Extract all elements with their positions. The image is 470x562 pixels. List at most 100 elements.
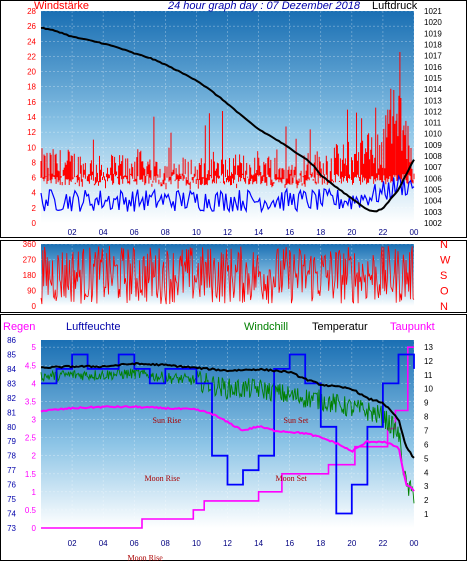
x-tick-3-5: 12 <box>223 539 232 548</box>
right-tick-8: 1010 <box>424 130 442 139</box>
dir-tick-2: 180 <box>23 271 37 280</box>
temp-tick-0: 1 <box>424 510 429 519</box>
left-tick-12: 24 <box>27 37 36 46</box>
windrichtung-line <box>40 245 415 305</box>
right-tick-12: 1014 <box>424 85 442 94</box>
panel-1-left-label: Windstärke <box>34 0 89 12</box>
left-tick-13: 26 <box>27 22 36 31</box>
legend-temperatur: Temperatur <box>312 321 368 333</box>
x-tick-1-2: 06 <box>130 228 139 237</box>
regen-tick-9: 4.5 <box>25 361 37 370</box>
humidity-tick-13: 86 <box>7 336 16 345</box>
dir-label-4: N <box>440 301 448 313</box>
luftfeuchte-line <box>41 353 415 515</box>
left-tick-5: 10 <box>27 143 36 152</box>
x-tick-3-0: 02 <box>68 539 77 548</box>
left-tick-3: 6 <box>32 174 37 183</box>
temp-tick-4: 5 <box>424 454 429 463</box>
temp-tick-5: 6 <box>424 440 429 449</box>
x-tick-3-11: 00 <box>410 539 419 548</box>
right-tick-0: 1002 <box>424 219 442 228</box>
annotation-0: Sun Rise <box>153 416 182 425</box>
dir-tick-4: 360 <box>23 240 37 249</box>
left-tick-4: 8 <box>32 158 37 167</box>
right-tick-13: 1015 <box>424 74 442 83</box>
x-tick-1-9: 20 <box>347 228 356 237</box>
annotation-1: Moon Rise <box>145 474 181 483</box>
humidity-tick-2: 75 <box>7 495 16 504</box>
annotation-3: Moon Set <box>276 474 308 483</box>
right-tick-3: 1005 <box>424 186 442 195</box>
dir-label-2: S <box>440 270 447 282</box>
humidity-tick-3: 76 <box>7 481 16 490</box>
left-tick-10: 20 <box>27 68 36 77</box>
left-tick-7: 14 <box>27 113 36 122</box>
legend-taupunkt: Taupunkt <box>390 321 435 333</box>
left-tick-2: 4 <box>32 189 37 198</box>
temp-tick-11: 12 <box>424 357 433 366</box>
x-tick-1-5: 12 <box>223 228 232 237</box>
left-tick-0: 0 <box>32 219 37 228</box>
left-tick-1: 2 <box>32 204 37 213</box>
windstaerke-avg-line <box>40 174 415 214</box>
left-tick-9: 18 <box>27 83 36 92</box>
humidity-tick-12: 85 <box>7 350 16 359</box>
panel-1-series <box>40 26 415 214</box>
luftdruck-line <box>40 26 415 213</box>
regen-tick-10: 5 <box>32 343 37 352</box>
right-tick-5: 1007 <box>424 163 442 172</box>
humidity-tick-4: 77 <box>7 466 16 475</box>
x-tick-3-8: 18 <box>316 539 325 548</box>
regen-tick-2: 1 <box>32 488 37 497</box>
x-tick-3-3: 08 <box>161 539 170 548</box>
right-tick-7: 1009 <box>424 141 442 150</box>
left-tick-14: 28 <box>27 7 36 16</box>
temp-tick-12: 13 <box>424 343 433 352</box>
x-tick-3-10: 22 <box>378 539 387 548</box>
right-tick-6: 1008 <box>424 152 442 161</box>
x-tick-1-4: 10 <box>192 228 201 237</box>
x-tick-1-6: 14 <box>254 228 263 237</box>
x-tick-1-3: 08 <box>161 228 170 237</box>
regen-tick-0: 0 <box>32 524 37 533</box>
legend-luftfeuchte: Luftfeuchte <box>66 321 120 333</box>
right-tick-16: 1018 <box>424 40 442 49</box>
annotation-2: Sun Set <box>284 416 309 425</box>
x-tick-3-1: 04 <box>99 539 108 548</box>
temp-tick-6: 7 <box>424 427 429 436</box>
humidity-tick-5: 78 <box>7 452 16 461</box>
x-tick-1-1: 04 <box>99 228 108 237</box>
left-tick-11: 22 <box>27 52 36 61</box>
x-tick-1-10: 22 <box>378 228 387 237</box>
temp-tick-10: 11 <box>424 371 433 380</box>
windstaerke-spikes <box>40 52 415 190</box>
humidity-tick-6: 79 <box>7 437 16 446</box>
legend-windchill: Windchill <box>244 321 288 333</box>
regen-tick-4: 2 <box>32 452 37 461</box>
temp-tick-1: 2 <box>424 496 429 505</box>
dir-label-3: O <box>440 286 449 298</box>
right-tick-14: 1016 <box>424 63 442 72</box>
taupunkt-line <box>40 404 415 492</box>
dir-tick-0: 0 <box>32 302 37 311</box>
x-tick-1-8: 18 <box>316 228 325 237</box>
regen-tick-5: 2.5 <box>25 434 37 443</box>
x-tick-3-9: 20 <box>347 539 356 548</box>
right-tick-1: 1003 <box>424 208 442 217</box>
panel-2-series <box>40 245 415 305</box>
dir-label-1: W <box>440 255 451 267</box>
humidity-tick-9: 82 <box>7 394 16 403</box>
x-tick-1-11: 00 <box>410 228 419 237</box>
temperatur-line <box>41 361 415 459</box>
panel-3-series: Sun Rise Moon Rise Sun Set Moon Set Moon Ris… <box>40 346 415 562</box>
right-tick-18: 1020 <box>424 18 442 27</box>
x-tick-3-7: 16 <box>285 539 294 548</box>
humidity-tick-8: 81 <box>7 408 16 417</box>
regen-tick-6: 3 <box>32 416 37 425</box>
right-tick-9: 1011 <box>424 119 442 128</box>
x-tick-3-6: 14 <box>254 539 263 548</box>
temp-tick-8: 9 <box>424 399 429 408</box>
temp-tick-7: 8 <box>424 413 429 422</box>
